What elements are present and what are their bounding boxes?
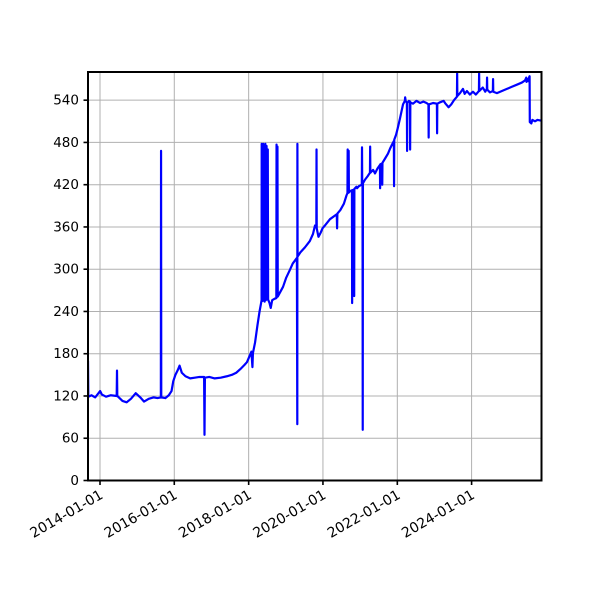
y-tick-label: 60 [62,431,79,447]
y-tick-label: 480 [53,135,79,151]
x-tick-label: 2018-01-01 [176,487,254,542]
x-tick-label: 2022-01-01 [325,487,403,542]
x-tick-label: 2014-01-01 [28,487,106,542]
y-tick-label: 240 [53,304,79,320]
plot-area [88,72,542,481]
series-layer [88,72,542,436]
y-tick-label: 360 [53,219,79,235]
y-tick-label: 540 [53,93,79,109]
y-tick-label: 0 [70,473,79,489]
series-line [88,72,542,436]
axes-layer [83,71,543,485]
y-tick-label: 120 [53,388,79,404]
y-tick-label: 420 [53,177,79,193]
x-tick-label: 2016-01-01 [102,487,180,542]
plot-border [87,71,543,482]
y-tick-label: 180 [53,346,79,362]
y-tick-label: 300 [53,262,79,278]
x-tick-label: 2024-01-01 [399,487,477,542]
grid-layer [88,72,542,481]
x-tick-label: 2020-01-01 [250,487,328,542]
